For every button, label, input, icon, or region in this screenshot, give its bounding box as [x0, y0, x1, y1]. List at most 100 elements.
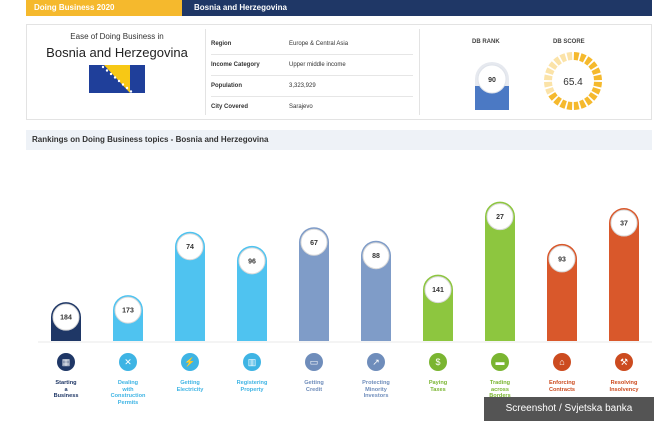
bar [609, 223, 639, 341]
category-label: Protecting Minority Investors [362, 380, 390, 400]
bar [485, 216, 515, 341]
profile-table: Region Europe & Central Asia Income Cate… [211, 34, 413, 117]
profile-label: Population [211, 83, 242, 89]
data-label: 67 [310, 240, 318, 247]
bar [299, 242, 329, 341]
score-segment [545, 67, 555, 75]
category-label: Enforcing Contracts [548, 380, 576, 393]
profile-row: Region Europe & Central Asia [211, 34, 413, 55]
profile-value: 3,323,929 [289, 83, 316, 89]
value-bubble [548, 245, 576, 273]
category-label: Dealing with Construction Permits [110, 380, 146, 406]
report-title: Doing Business 2020 [26, 0, 182, 16]
data-label: 96 [248, 258, 256, 265]
tools-icon: ✕ [119, 353, 137, 371]
value-bubble [176, 233, 204, 261]
score-segment [593, 74, 602, 81]
category-label: Starting a Business [53, 380, 79, 400]
profile-row: Income Category Upper middle income [211, 55, 413, 76]
profile-label: City Covered [211, 104, 249, 110]
score-segment [559, 99, 567, 109]
data-label: 184 [60, 315, 72, 322]
value-bubble [362, 242, 390, 270]
data-label: 88 [372, 253, 380, 260]
score-segment [584, 96, 593, 106]
profile-label: Income Category [211, 62, 260, 68]
db-rank-gauge: 90 [475, 62, 509, 110]
money-icon: $ [429, 353, 447, 371]
truck-icon: ▬ [491, 353, 509, 371]
data-label: 93 [558, 256, 566, 263]
db-score-gauge: 65.4 [544, 52, 602, 110]
category-label: Getting Electricity [176, 380, 204, 393]
db-score-label: DB SCORE [553, 39, 585, 45]
data-label: 141 [432, 287, 444, 294]
db-rank-value: 90 [488, 77, 496, 84]
score-segment [566, 101, 573, 110]
score-segment [591, 67, 601, 75]
ease-country: Bosnia and Herzegovina [46, 45, 188, 60]
score-segment [553, 56, 562, 66]
data-label: 27 [496, 214, 504, 221]
section-title: Rankings on Doing Business topics - Bosn… [26, 130, 652, 150]
divider [419, 29, 420, 115]
building-icon: ▦ [57, 353, 75, 371]
score-segment [545, 87, 555, 95]
data-label: 74 [186, 244, 194, 251]
score-segment [588, 92, 598, 101]
db-score-value: 65.4 [563, 77, 583, 88]
db-rank-label: DB RANK [472, 39, 500, 45]
country-header: Bosnia and Herzegovina [182, 0, 652, 16]
card-icon: ▭ [305, 353, 323, 371]
divider [205, 29, 206, 115]
value-bubble [486, 203, 514, 231]
chart-trend-icon: ↗ [367, 353, 385, 371]
score-segment [544, 81, 553, 88]
value-bubble [610, 209, 638, 237]
bar [175, 246, 205, 341]
score-segment [591, 87, 601, 95]
score-segment [548, 61, 558, 70]
category-label: Resolving Insolvency [609, 380, 639, 393]
data-label: 37 [620, 221, 628, 228]
profile-row: City Covered Sarajevo [211, 97, 413, 117]
score-segment [579, 53, 587, 63]
score-segment [579, 99, 587, 109]
category-label: TradingacrossBorders [489, 380, 511, 399]
top-bar: Doing Business 2020 Bosnia and Herzegovi… [26, 0, 652, 16]
value-bubble [52, 303, 80, 331]
bosnia-flag-icon [89, 65, 145, 93]
value-bubble [238, 247, 266, 275]
buildings-icon: ▥ [243, 353, 261, 371]
score-segment [553, 96, 562, 106]
category-label: Getting Credit [304, 380, 324, 393]
profile-value: Europe & Central Asia [289, 41, 349, 47]
category-label: Paying Taxes [428, 380, 448, 393]
score-segment [573, 101, 580, 110]
score-segment [584, 56, 593, 66]
category-label: Registering Property [236, 380, 268, 393]
profile-row: Population 3,323,929 [211, 76, 413, 97]
value-bubble [114, 296, 142, 324]
watermark: Screenshot / Svjetska banka [484, 397, 654, 421]
courthouse-icon: ⌂ [553, 353, 571, 371]
score-segment [548, 92, 558, 101]
score-segment [593, 81, 602, 88]
score-segment [566, 52, 573, 61]
score-segment [588, 61, 598, 70]
profile-value: Sarajevo [289, 104, 313, 110]
profile-label: Region [211, 41, 232, 47]
value-bubble [424, 276, 452, 304]
score-segment [559, 53, 567, 63]
score-segments [544, 52, 602, 110]
ease-title: Ease of Doing Business in [70, 32, 164, 41]
lightning-icon: ⚡ [181, 353, 199, 371]
gavel-icon: ⚒ [615, 353, 633, 371]
data-label: 173 [122, 308, 134, 315]
score-segment [544, 74, 553, 81]
profile-value: Upper middle income [289, 62, 346, 68]
value-bubble [300, 228, 328, 256]
score-segment [573, 52, 580, 61]
summary-panel: Ease of Doing Business in Bosnia and Her… [26, 24, 652, 120]
